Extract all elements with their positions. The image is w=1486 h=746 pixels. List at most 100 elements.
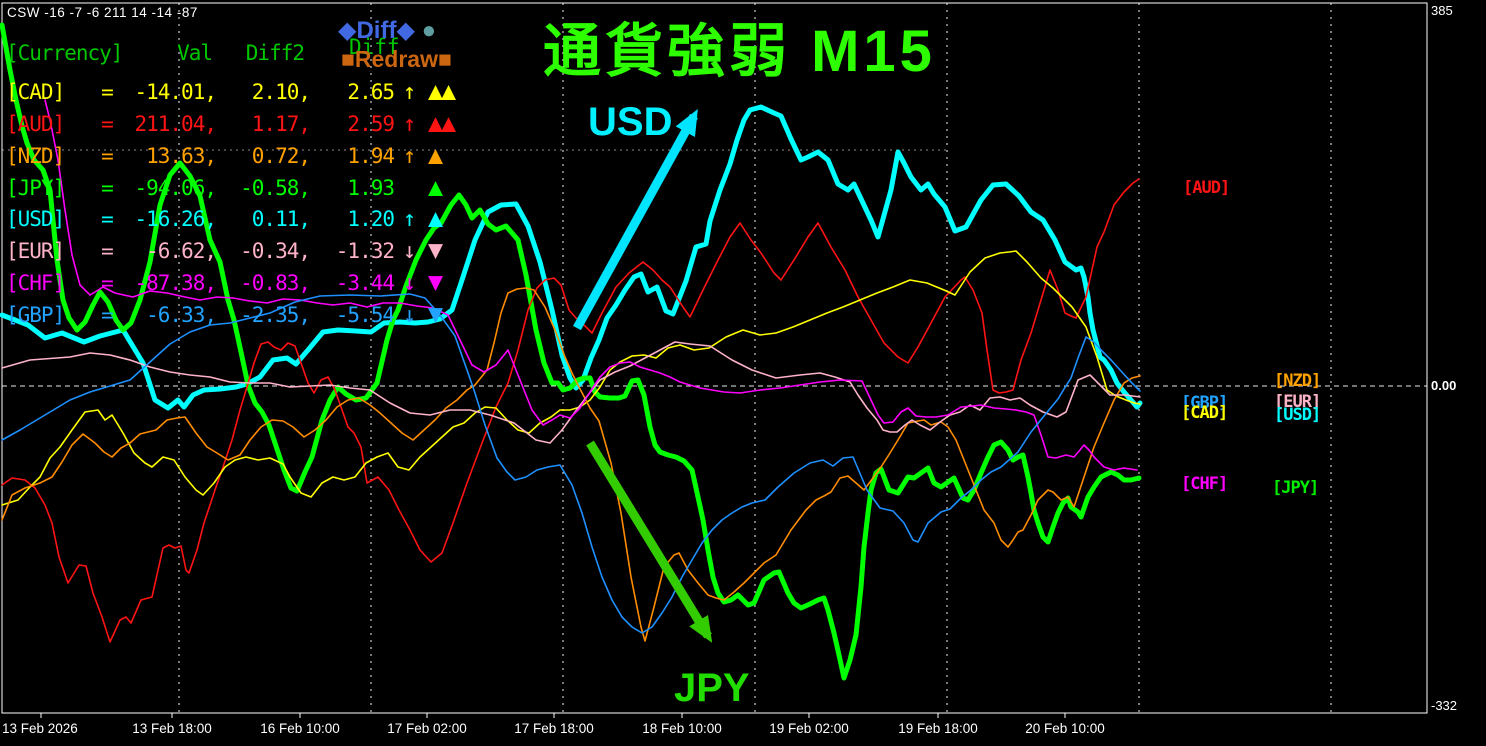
series-usd-line [0,104,1143,411]
cell-d1: 1.20 [347,207,395,231]
cell-d2: 2.10, [251,80,311,104]
indicator-header: CSW -16 -7 -6 211 14 -14 -87 [7,5,198,20]
time-label: 20 Feb 10:00 [1025,721,1105,736]
y-axis-zero-label: 0.00 [1431,378,1457,393]
end-label-eur: [EUR] [1274,392,1321,412]
cell-d1: -1.32 [335,239,395,263]
square-icon: ■ [438,46,452,72]
table-header-row: [Currency] Val Diff2 [6,38,454,68]
y-axis-max-label: 385 [1431,3,1453,18]
cell-lab: [EUR] [6,239,65,263]
time-label: 13 Feb 18:00 [132,721,212,736]
cell-lab: [GBP] [6,303,65,327]
end-label-cad: [CAD] [1181,403,1228,423]
cell-eq: = [101,112,114,136]
jpy-trend-arrow [586,440,713,643]
cell-ar: ↑ [402,112,416,137]
cell-d2: 0.72, [251,144,311,168]
cell-lab: [CHF] [6,271,65,295]
end-label-usd: [USD] [1274,405,1321,425]
diamond-icon: ◆ [338,17,357,44]
series-cad-line [1,250,1141,506]
cell-d1: 1.93 [347,176,395,200]
circle-icon: ● [421,17,437,44]
table-diff-column-header: Diff [349,35,400,59]
cell-ar: ↓ [402,303,416,328]
end-label-chf: [CHF] [1181,474,1228,494]
cell-d1: -3.44 [335,271,395,295]
legend-diff-label: Diff [356,17,397,44]
cell-eq: = [101,176,114,200]
table-row-nzd: [NZD] = 13.63, 0.72, 1.94 ↑ ▲ [6,140,454,172]
cell-lab: [CAD] [6,80,65,104]
cell-eq: = [101,80,114,104]
cell-d2: -0.34, [240,239,311,263]
cell-lab: [JPY] [6,176,65,200]
table-row-jpy: [JPY] = -94.06, -0.58, 1.93 ▲ [6,172,454,203]
cell-d2: -0.83, [240,271,311,295]
cell-val: -87.38, [134,271,217,295]
cell-eq: = [101,303,114,327]
cell-val: -94.06, [134,176,217,200]
cell-val: -14.01, [134,80,217,104]
series-eur-line [1,341,1141,444]
end-label-gbp: [GBP] [1181,393,1228,413]
cell-lab: [AUD] [6,112,65,136]
cell-val: -6.33, [146,303,217,327]
diamond-icon: ◆ [396,17,415,44]
series-chf-line [44,99,1138,471]
cell-ar: ↓ [402,271,416,296]
square-icon: ■ [341,46,355,72]
cell-tri: ▲▲ [428,108,456,137]
cell-eq: = [101,239,114,263]
cell-d2: 1.17, [251,112,311,136]
cell-lab: [USD] [6,207,65,231]
cell-eq: = [101,207,114,231]
time-label: 17 Feb 18:00 [514,721,594,736]
time-label: 13 Feb 2026 [2,721,78,736]
table-row-usd: [USD] = -16.26, 0.11, 1.20 ↑ ▲ [6,203,454,235]
cell-tri: ▲ [428,140,443,169]
time-label: 18 Feb 10:00 [642,721,722,736]
table-row-gbp: [GBP] = -6.33, -2.35, -5.54 ↓ ▼ [6,299,454,331]
cell-lab: [NZD] [6,144,65,168]
cell-d2: -2.35, [240,303,311,327]
usd-annotation-label: USD [588,100,673,144]
cell-d2: -0.58, [240,176,311,200]
table-row-eur: [EUR] = -6.62, -0.34, -1.32 ↓ ▼ [6,235,454,267]
table-row-aud: [AUD] = 211.04, 1.17, 2.59 ↑ ▲▲ [6,108,456,140]
col-diff2: Diff2 [245,41,305,65]
col-currency: [Currency] [6,41,123,65]
cell-ar: ↑ [402,80,416,105]
cell-val: -6.62, [146,239,217,263]
cell-d1: 2.65 [347,80,395,104]
cell-eq: = [101,144,114,168]
legend-diff[interactable]: ◆Diff◆ ● [338,16,436,45]
cell-tri: ▼ [428,267,443,296]
end-label-aud: [AUD] [1183,178,1230,198]
legend-redraw[interactable]: ■Redraw■ [341,46,452,73]
end-label-jpy: [JPY] [1272,478,1319,498]
col-val: Val [177,41,213,65]
table-row-cad: [CAD] = -14.01, 2.10, 2.65 ↑ ▲▲ [6,76,456,108]
currency-strength-table: [Currency] Val Diff2 [CAD] = -14.01, 2.10, 2.6… [6,38,456,331]
chart-title: 通貨強弱 M15 [543,19,936,84]
legend-redraw-label: Redraw [354,46,438,72]
cell-d1: 1.94 [347,144,395,168]
cell-val: 211.04, [134,112,217,136]
cell-d1: -5.54 [335,303,395,327]
end-label-nzd: [NZD] [1274,371,1321,391]
plot-border [1,2,1428,714]
cell-d1: 2.59 [347,112,395,136]
cell-ar: ↑ [402,144,416,169]
cell-ar: ↑ [402,207,416,232]
time-axis[interactable]: 13 Feb 2026 13 Feb 18:00 16 Feb 10:00 17 Fe… [0,721,1486,745]
time-label: 16 Feb 10:00 [260,721,340,736]
cell-tri: ▼ [428,235,443,264]
cell-tri: ▲▲ [428,76,456,105]
cell-d2: 0.11, [251,207,311,231]
cell-ar: ↓ [402,239,416,264]
cell-val: -16.26, [134,207,217,231]
